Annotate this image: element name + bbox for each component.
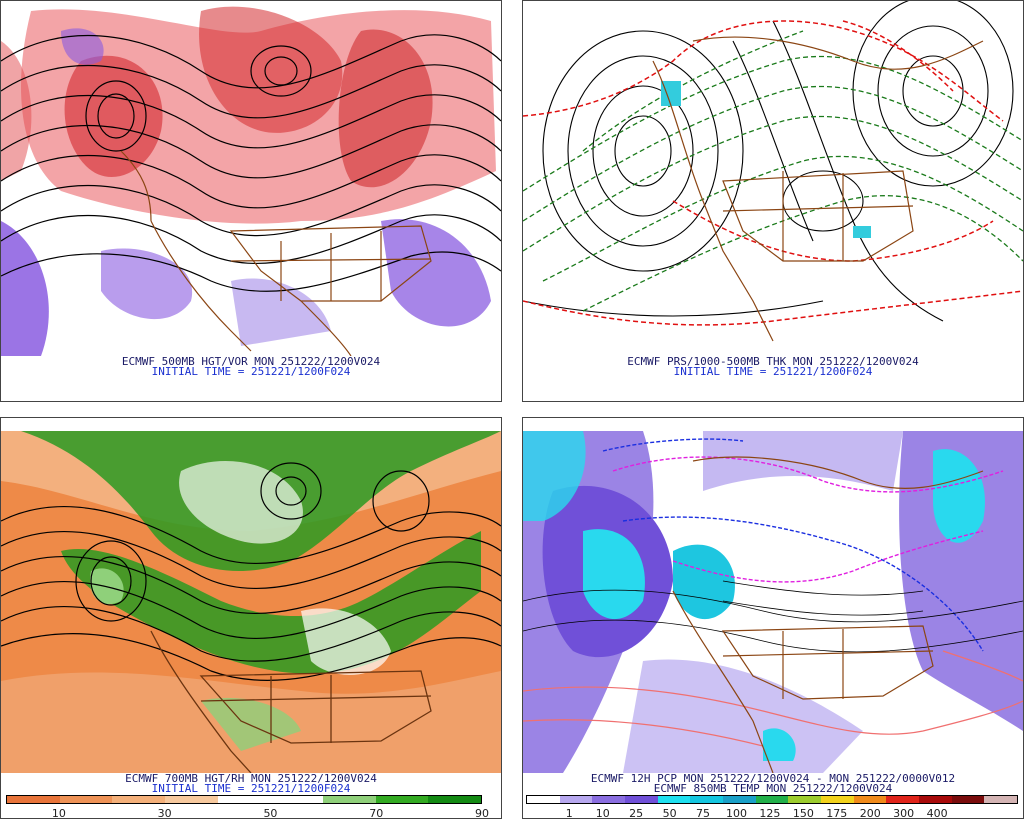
colorbar-tick-label: 1 (565, 807, 573, 820)
colorbar-segment (755, 796, 789, 803)
colorbar-tick-label: 175 (826, 807, 848, 820)
colorbar-segment (625, 796, 658, 803)
panel-500mb-hgt-vor: ECMWF 500MB HGT/VOR MON 251222/1200V024 … (0, 0, 502, 402)
colorbar-tick-label: 90 (475, 807, 489, 820)
vorticity-map-graphic (1, 1, 501, 356)
colorbar-tick-label: 30 (157, 807, 172, 820)
colorbar-segment (428, 796, 482, 803)
colorbar-segment (788, 796, 822, 803)
colorbar-segment (690, 796, 724, 803)
colorbar-segment (951, 796, 985, 803)
colorbar-tick-label: 70 (369, 807, 384, 820)
panel-caption: ECMWF 12H PCP MON 251222/1200V024 - MON … (590, 772, 956, 785)
colorbar-segment (886, 796, 920, 803)
panel-caption: ECMWF PRS/1000-500MB THK MON 251222/1200… (627, 355, 919, 368)
colorbar-segment (657, 796, 691, 803)
colorbar-segment (853, 796, 887, 803)
panel-initial-time: INITIAL TIME = 251221/1200F024 (673, 365, 873, 378)
colorbar-tick-label: 400 (926, 807, 948, 820)
map-700mb-hgt-rh (1, 431, 501, 773)
colorbar-tick-label: 200 (859, 807, 881, 820)
colorbar-tick-label: 25 (629, 807, 644, 820)
colorbar-segment (59, 796, 113, 803)
colorbar-tick-label: 125 (759, 807, 781, 820)
colorbar-tick-label: 50 (263, 807, 278, 820)
map-prs-thickness (523, 1, 1023, 356)
colorbar-segment (984, 796, 1018, 803)
panel-frame (0, 0, 502, 402)
colorbar-segment (821, 796, 854, 803)
colorbar-tick-label: 150 (792, 807, 814, 820)
pressure-map-graphic (523, 1, 1023, 356)
rh-colorbar-ticks: 10 30 50 70 90 (6, 807, 489, 820)
panel-caption: ECMWF 500MB HGT/VOR MON 251222/1200V024 (121, 355, 381, 368)
colorbar-tick-label: 75 (696, 807, 711, 820)
panel-pcp-850-temp: ECMWF 12H PCP MON 251222/1200V024 - MON … (522, 417, 1024, 820)
colorbar-tick-label: 100 (725, 807, 747, 820)
colorbar-tick-label: 10 (595, 807, 610, 820)
pcp-colorbar (526, 795, 1018, 804)
colorbar-segment (527, 796, 560, 803)
panel-temp-caption: ECMWF 850MB TEMP MON 251222/1200V024 (653, 782, 893, 795)
panel-initial-time: INITIAL TIME = 251221/1200F024 (151, 782, 351, 795)
pcp-map-graphic (523, 431, 1023, 773)
rh-map-graphic (1, 431, 501, 773)
colorbar-segment (919, 796, 952, 803)
colorbar-segment (592, 796, 626, 803)
colorbar-segment (723, 796, 756, 803)
colorbar-segment (217, 796, 271, 803)
colorbar-segment (165, 796, 218, 803)
map-pcp-850-temp (523, 431, 1023, 773)
colorbar-tick-label: 10 (51, 807, 66, 820)
pcp-colorbar-ticks: 1 10 25 50 75 100 125 150 175 200 300 400 (526, 807, 1018, 820)
colorbar-segment (112, 796, 166, 803)
colorbar-segment (270, 796, 324, 803)
panel-prs-thickness: ECMWF PRS/1000-500MB THK MON 251222/1200… (522, 0, 1024, 402)
colorbar-tick-label: 50 (662, 807, 677, 820)
panel-initial-time: INITIAL TIME = 251221/1200F024 (151, 365, 351, 378)
panel-caption: ECMWF 700MB HGT/RH MON 251222/1200V024 (125, 772, 377, 785)
colorbar-tick-label: 300 (893, 807, 915, 820)
colorbar-segment (375, 796, 429, 803)
colorbar-segment (323, 796, 376, 803)
colorbar-segment (7, 796, 60, 803)
rh-colorbar (6, 795, 482, 804)
colorbar-segment (559, 796, 593, 803)
panel-700mb-hgt-rh: ECMWF 700MB HGT/RH MON 251222/1200V024 I… (0, 417, 502, 820)
map-500mb-hgt-vor (1, 1, 501, 356)
